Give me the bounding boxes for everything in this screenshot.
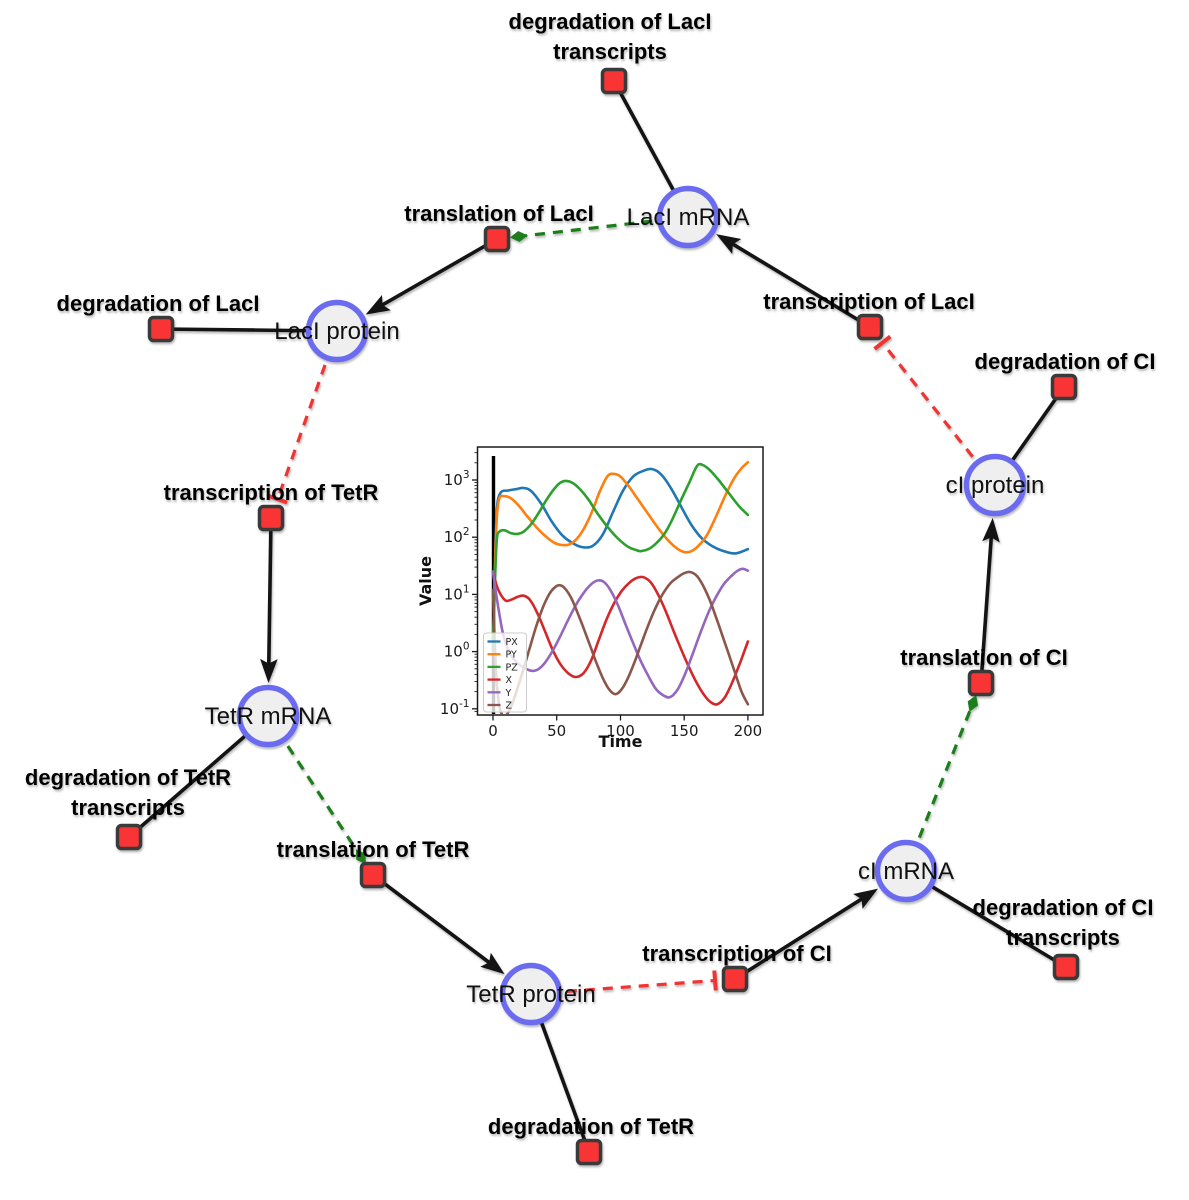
species-node-laci-protein[interactable]	[305, 299, 369, 363]
reaction-label-degradation-ci: degradation of CI	[975, 349, 1156, 374]
reaction-label-transcription-laci: transcription of LacI	[763, 289, 974, 314]
reaction-label-degradation-tetr-transcripts-line2: transcripts	[71, 795, 185, 820]
inhibition-tbar-icon	[712, 970, 718, 991]
arrowhead-icon	[365, 295, 391, 315]
edge-production-transcription-ci-ci-mrna	[734, 890, 874, 981]
species-node-ci-mrna[interactable]	[874, 839, 938, 903]
reaction-label-translation-ci: translation of CI	[900, 645, 1067, 670]
edge-modifier-ci-mrna-translation-ci	[904, 709, 972, 872]
x-axis-title: Time	[599, 732, 643, 751]
legend-label-X: X	[506, 675, 513, 686]
reaction-node-transcription-ci[interactable]	[721, 965, 749, 993]
arrowhead-icon	[716, 234, 742, 254]
series-line-PX	[491, 467, 750, 653]
species-label-ci-mrna: cI mRNA	[858, 858, 954, 885]
species-label-laci-mrna: LacI mRNA	[627, 204, 750, 231]
series-line-X	[491, 570, 750, 706]
reaction-label-degradation-tetr: degradation of TetR	[488, 1114, 694, 1139]
y-tick-label: 102	[444, 526, 470, 546]
edge-production-translation-laci-laci-protein	[369, 237, 498, 314]
legend-label-PZ: PZ	[506, 662, 519, 673]
modifier-diamond-icon	[509, 231, 528, 242]
labels-layer: LacI mRNA LacI protein cI protein TetR mRNA…	[25, 9, 1156, 1139]
nodes-layer	[115, 67, 1080, 1166]
inhibition-tbar-icon	[873, 334, 892, 351]
reaction-node-translation-ci[interactable]	[967, 669, 995, 697]
chart-axes: 0 50 100 150 200 10-1 100 101 102 103 Time Value	[416, 446, 764, 751]
series-line-Y	[491, 567, 750, 699]
reaction-node-degradation-tetr[interactable]	[575, 1138, 603, 1166]
legend-label-Z: Z	[506, 701, 513, 712]
modifier-diamond-icon	[355, 849, 366, 865]
reaction-label-translation-laci: translation of LacI	[404, 201, 593, 226]
modifier-diamond-icon	[967, 695, 978, 712]
y-tick-label: 103	[444, 469, 470, 489]
y-tick-label: 101	[444, 583, 470, 603]
legend-label-Y: Y	[505, 688, 512, 699]
arrowhead-icon	[853, 888, 879, 909]
reaction-label-degradation-laci-transcripts-line2: transcripts	[553, 39, 667, 64]
reaction-node-translation-tetr[interactable]	[359, 861, 387, 889]
arrowhead-icon	[260, 658, 278, 683]
x-tick-label: 0	[488, 722, 498, 740]
species-label-tetr-mrna: TetR mRNA	[205, 703, 332, 730]
reaction-node-degradation-ci[interactable]	[1050, 373, 1078, 401]
y-axis-title: Value	[416, 556, 435, 606]
reaction-label-transcription-tetr: transcription of TetR	[164, 480, 379, 505]
species-label-tetr-protein: TetR protein	[466, 981, 595, 1008]
y-tick-label: 10-1	[440, 698, 470, 718]
reaction-label-degradation-laci: degradation of LacI	[57, 291, 260, 316]
reaction-node-translation-laci[interactable]	[483, 225, 511, 253]
reaction-node-degradation-ci-transcripts[interactable]	[1052, 953, 1080, 981]
inhibition-tbar-icon	[267, 493, 288, 505]
species-node-ci-protein[interactable]	[963, 453, 1027, 517]
edge-production-translation-ci-ci-protein	[979, 523, 994, 684]
reaction-node-degradation-tetr-transcripts[interactable]	[115, 823, 143, 851]
reaction-label-degradation-laci-transcripts-line1: degradation of LacI	[509, 9, 712, 34]
reaction-label-transcription-ci: transcription of CI	[642, 941, 831, 966]
reaction-label-degradation-tetr-transcripts-line1: degradation of TetR	[25, 765, 231, 790]
x-tick-label: 150	[670, 722, 699, 740]
species-label-laci-protein: LacI protein	[274, 318, 399, 345]
x-tick-label: 200	[734, 722, 763, 740]
arrowhead-icon	[982, 517, 1000, 543]
legend-label-PX: PX	[506, 637, 519, 648]
x-tick-label: 50	[547, 722, 566, 740]
reaction-label-degradation-ci-transcripts-line1: degradation of CI	[973, 895, 1154, 920]
series-line-PY	[491, 460, 750, 653]
reaction-label-translation-tetr: translation of TetR	[277, 837, 470, 862]
species-label-ci-protein: cI protein	[946, 472, 1045, 499]
edge-production-translation-tetr-tetr-protein	[371, 873, 501, 972]
edge-production-transcription-tetr-tetr-mrna	[266, 517, 273, 678]
arrowhead-icon	[480, 952, 505, 975]
reaction-node-degradation-laci-transcripts[interactable]	[600, 67, 628, 95]
edges-layer	[127, 80, 1067, 1153]
edge-inhibition-ci-protein-transcription-laci	[881, 341, 997, 486]
edge-inhibition-laci-protein-transcription-tetr	[276, 330, 339, 500]
species-node-laci-mrna[interactable]	[656, 185, 720, 249]
species-node-tetr-mrna[interactable]	[236, 684, 300, 748]
species-node-tetr-protein[interactable]	[499, 962, 563, 1026]
reaction-node-transcription-laci[interactable]	[856, 313, 884, 341]
reaction-node-degradation-laci[interactable]	[147, 315, 175, 343]
y-tick-label: 100	[444, 641, 470, 661]
reaction-label-degradation-ci-transcripts-line2: transcripts	[1006, 925, 1120, 950]
legend-label-PY: PY	[506, 650, 518, 661]
reaction-node-transcription-tetr[interactable]	[257, 504, 285, 532]
edge-inhibition-tetr-protein-transcription-ci	[530, 978, 716, 996]
edge-production-transcription-laci-laci-mrna	[720, 235, 871, 329]
x-tick-label: 100	[606, 722, 635, 740]
network-layer: LacI mRNA LacI protein cI protein TetR mRNA…	[25, 9, 1156, 1166]
series-line-PZ	[491, 462, 750, 653]
